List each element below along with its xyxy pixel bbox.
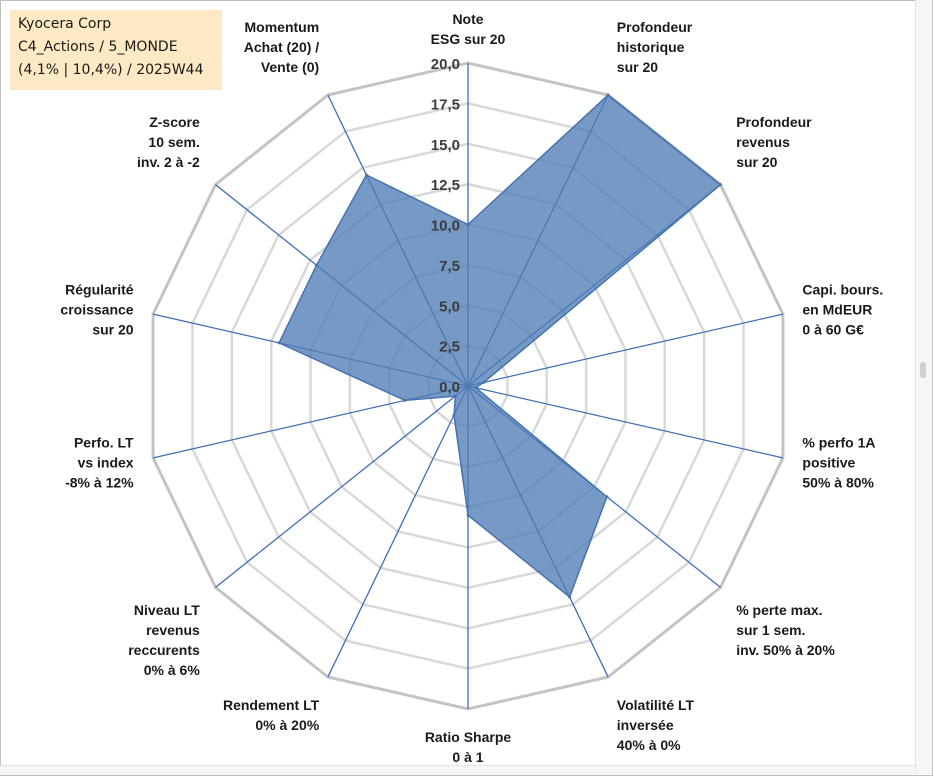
title-company: Kyocera Corp [18,16,112,32]
axis-label-line: inv. 2 à -2 [137,154,200,170]
axis-label-line: Capi. bours. [802,282,883,298]
axis-label-line: 10 sem. [148,134,199,150]
axis-label: Rendement LT 0% à 20% [223,697,320,733]
axis-label-line: historique [617,39,685,55]
axis-labels: Note ESG sur 20 Profondeur historique sur 20… [60,11,883,765]
axis-label-line: Volatilité LT [617,697,695,713]
axis-label-line: % perte max. [736,602,822,618]
axis-label: Profondeur revenus sur 20 [736,114,812,170]
data-point [719,183,722,187]
data-point [568,595,572,599]
axis-label: % perfo 1A positive 50% à 80% [802,434,875,490]
axis-spoke [215,385,469,588]
title-stats: (4,1% | 10,4%) / 2025W44 [18,62,204,78]
axis-label-line: 0 à 60 G€ [802,322,864,338]
axis-label: Profondeur historique sur 20 [617,19,693,75]
axis-label-line: sur 20 [92,322,133,338]
tick-label: 10,0 [431,218,460,235]
tick-label: 7,5 [439,258,460,275]
chart-title-box: Kyocera Corp C4_Actions / 5_MONDE (4,1% … [10,10,222,90]
radial-axis-ticks: 0,0 2,5 5,0 7,5 10,0 12,5 15,0 17,5 20,0 [431,56,460,396]
axis-label: Momentum Achat (20) / Vente (0) [244,19,320,75]
axis-label: Perfo. LT vs index -8% à 12% [65,434,134,490]
axis-label-line: inversée [617,717,674,733]
axis-label-line: Note [452,11,483,27]
tick-label: 12,5 [431,177,460,194]
tick-label: 2,5 [439,339,460,356]
data-point [452,413,456,417]
data-point [315,263,318,267]
axis-label: Volatilité LT inversée 40% à 0% [617,697,695,753]
axis-label: Z-score 10 sem. inv. 2 à -2 [137,114,200,170]
axis-label-line: 0 à 1 [452,749,483,765]
axis-label-line: vs index [78,454,134,470]
axis-label-line: revenus [146,622,200,638]
axis-label-line: inv. 50% à 20% [736,642,835,658]
tick-label: 0,0 [439,379,460,396]
axis-label-line: reccurents [128,642,200,658]
data-point [453,394,457,398]
axis-label: Régularité croissance sur 20 [60,282,133,338]
axis-label-line: positive [802,454,855,470]
axis-label: Note ESG sur 20 [431,11,506,47]
axis-spoke [467,385,784,459]
vertical-scrollbar[interactable] [915,0,932,774]
axis-label-line: revenus [736,134,790,150]
axis-label-line: Momentum [245,19,320,35]
data-point [277,341,281,345]
horizontal-scrollbar[interactable] [0,765,915,775]
data-point [605,495,609,499]
tick-label: 15,0 [431,137,460,154]
axis-label-line: Niveau LT [134,602,200,618]
radar-series [277,93,722,599]
axis-label-line: -8% à 12% [65,474,134,490]
axis-label-line: sur 20 [617,59,658,75]
axis-label-line: Rendement LT [223,697,320,713]
tick-label: 5,0 [439,298,460,315]
axis-label-line: Z-score [149,114,200,130]
axis-label-line: Ratio Sharpe [425,729,512,745]
data-point [466,223,470,226]
axis-label: Capi. bours. en MdEUR 0 à 60 G€ [802,282,883,338]
axis-label-line: Perfo. LT [74,434,134,450]
axis-label-line: Profondeur [617,19,693,35]
axis-label-line: % perfo 1A [802,434,875,450]
tick-label: 20,0 [431,56,460,73]
axis-label-line: Régularité [65,282,134,298]
axis-label-line: 50% à 80% [802,474,874,490]
axis-label: Niveau LT revenus reccurents 0% à 6% [128,602,200,678]
data-point [482,380,486,384]
scrollbar-thumb[interactable] [920,362,926,378]
axis-label-line: en MdEUR [802,302,872,318]
data-point [364,173,368,177]
axis-label-line: sur 1 sem. [736,622,805,638]
data-point [474,386,478,390]
data-point [403,398,407,402]
data-point [466,513,470,517]
axis-spoke [327,385,469,678]
axis-label-line: Vente (0) [261,59,319,75]
axis-label-line: ESG sur 20 [431,31,506,47]
axis-label-line: 0% à 20% [255,717,319,733]
tick-label: 17,5 [431,96,460,113]
series-area [278,94,722,599]
axis-label-line: 0% à 6% [144,662,201,678]
axis-spoke [467,313,784,387]
axis-label: Ratio Sharpe 0 à 1 [425,729,512,765]
axis-label-line: sur 20 [736,154,777,170]
axis-label-line: 40% à 0% [617,737,681,753]
axis-label-line: croissance [60,302,133,318]
data-point [606,93,610,97]
axis-label-line: Achat (20) / [244,39,320,55]
axis-label: % perte max. sur 1 sem. inv. 50% à 20% [736,602,835,658]
title-portfolio: C4_Actions / 5_MONDE [18,39,178,55]
axis-label-line: Profondeur [736,114,812,130]
